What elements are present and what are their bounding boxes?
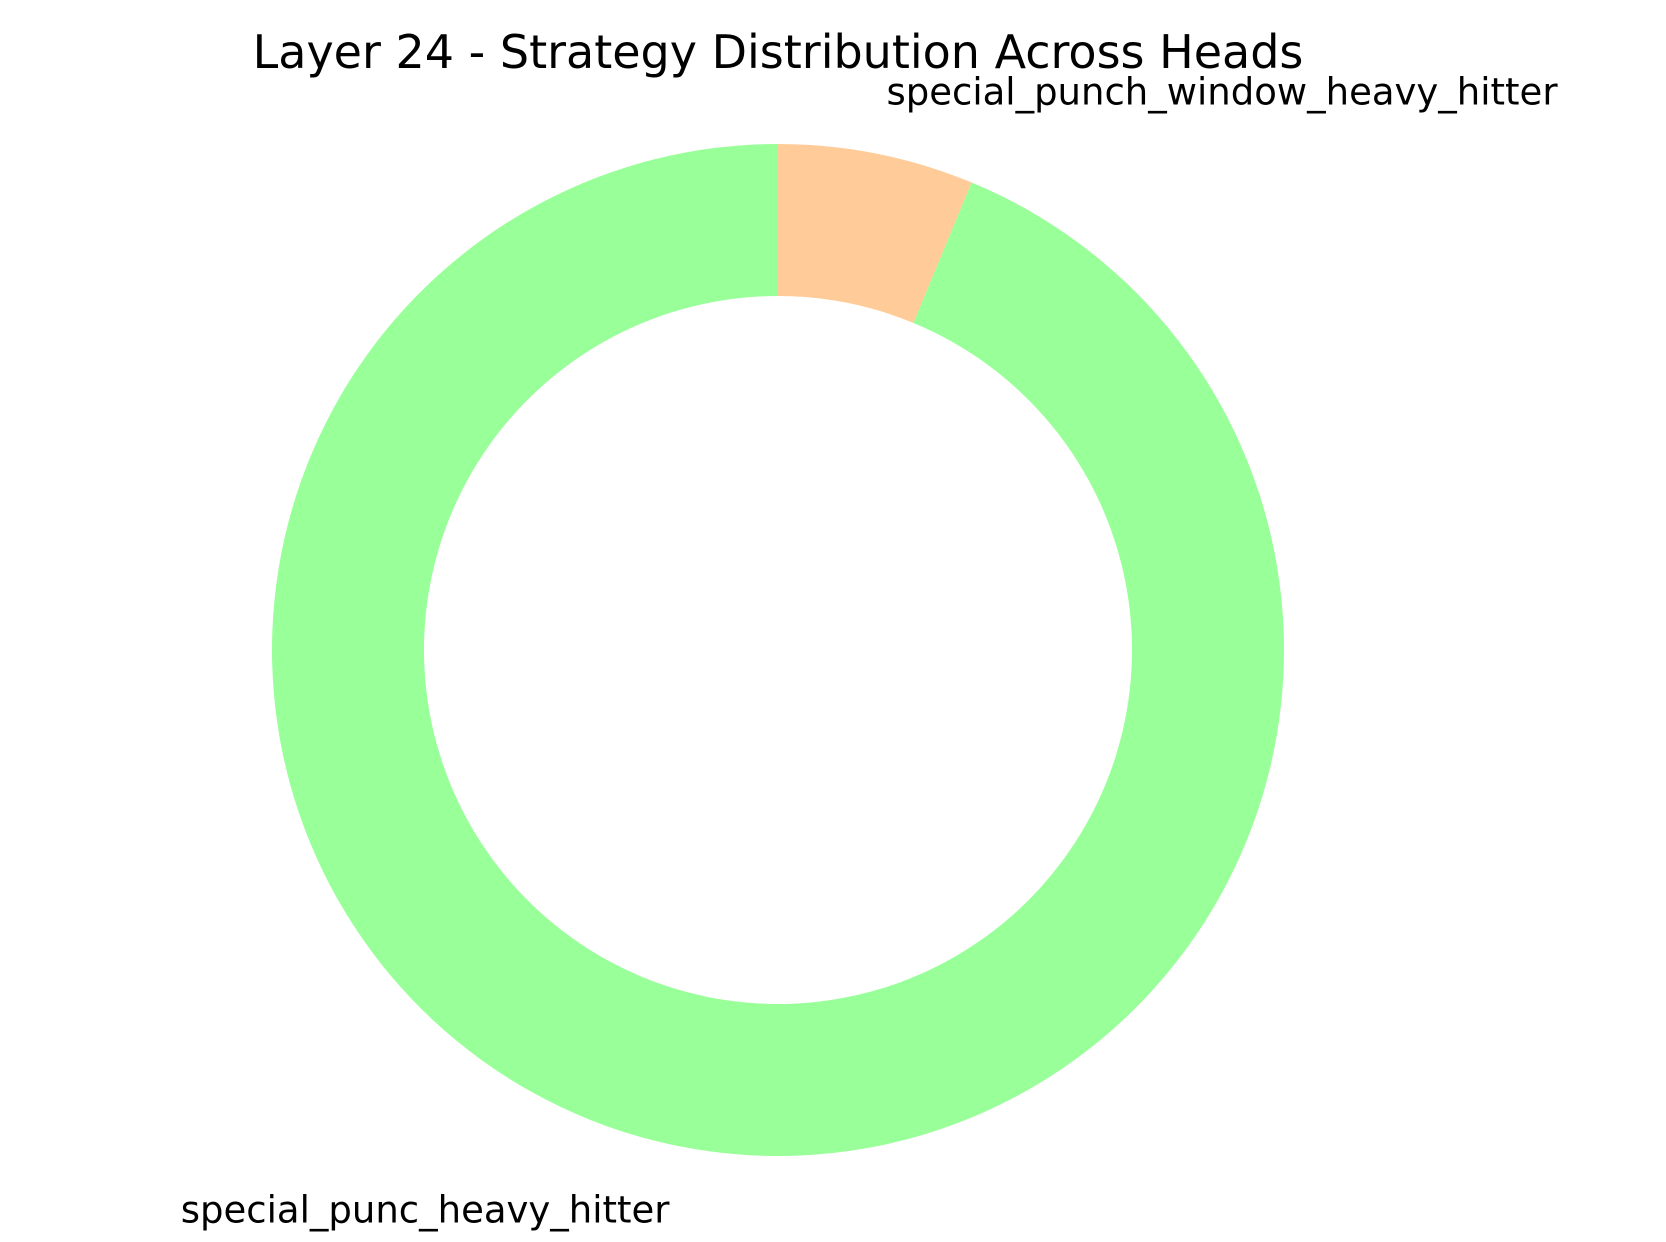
slice-labels: special_punch_window_heavy_hitterspecial… [181,71,1559,1232]
chart-title: Layer 24 - Strategy Distribution Across … [253,25,1304,79]
slice-label-1: special_punc_heavy_hitter [181,1189,671,1232]
donut-slice-1 [272,144,1284,1156]
slice-label-0: special_punch_window_heavy_hitter [886,71,1558,114]
donut-slices [272,144,1284,1156]
donut-slice-0 [778,144,972,323]
